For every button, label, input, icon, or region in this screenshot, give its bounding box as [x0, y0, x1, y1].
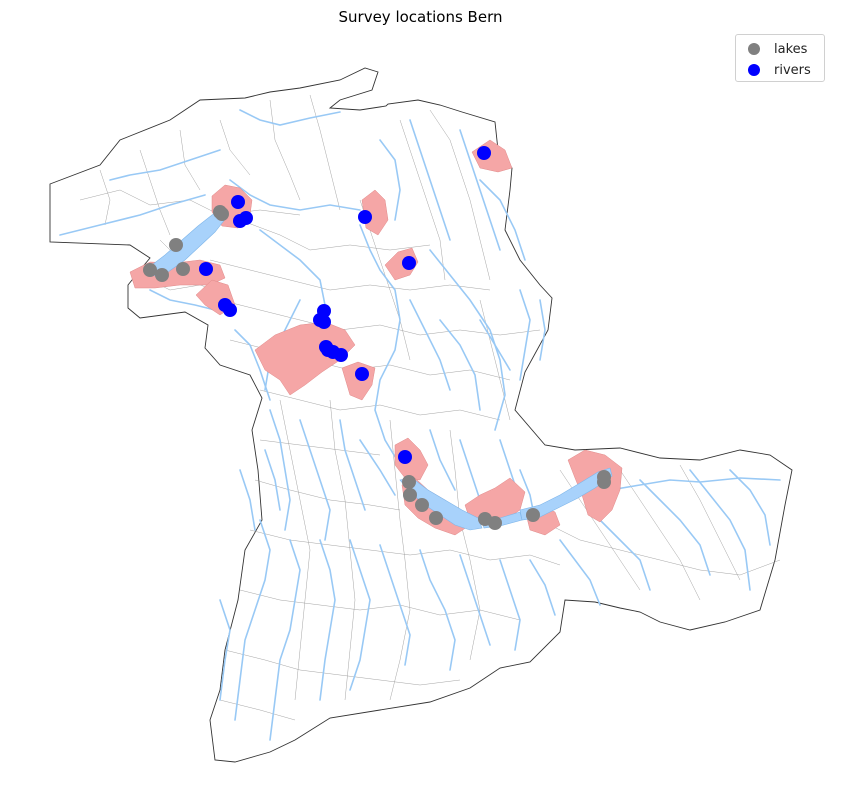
lake-survey-point	[526, 508, 540, 522]
lake-survey-point	[402, 475, 416, 489]
river-survey-point	[231, 195, 245, 209]
river-network	[59, 109, 781, 741]
lake-survey-point	[176, 262, 190, 276]
river-survey-point	[402, 256, 416, 270]
lake-survey-point	[169, 238, 183, 252]
lake-survey-point	[429, 511, 443, 525]
rivers-marker-swatch	[748, 64, 760, 76]
river-survey-point	[477, 146, 491, 160]
lake-survey-point	[597, 475, 611, 489]
river-survey-point	[317, 315, 331, 329]
legend-item-lakes: lakes	[736, 39, 807, 59]
legend-label-lakes: lakes	[774, 41, 808, 57]
river-survey-point	[358, 210, 372, 224]
lakes-marker-swatch	[748, 43, 760, 55]
lake-survey-point	[155, 268, 169, 282]
legend-label-rivers: rivers	[774, 62, 811, 78]
lake-survey-point	[215, 207, 229, 221]
lake-survey-markers	[143, 205, 611, 530]
river-survey-point	[355, 367, 369, 381]
lake-survey-point	[488, 516, 502, 530]
river-survey-point	[398, 450, 412, 464]
lake-survey-point	[403, 488, 417, 502]
river-survey-point	[199, 262, 213, 276]
map-title: Survey locations Bern	[338, 8, 503, 26]
river-survey-point	[321, 343, 335, 357]
river-survey-point	[334, 348, 348, 362]
river-survey-point	[223, 303, 237, 317]
lake-survey-point	[415, 498, 429, 512]
lake-survey-point	[143, 263, 157, 277]
legend: lakes rivers	[735, 34, 825, 82]
river-survey-point	[239, 211, 253, 225]
legend-item-rivers: rivers	[736, 60, 811, 80]
river-survey-markers	[199, 146, 491, 464]
